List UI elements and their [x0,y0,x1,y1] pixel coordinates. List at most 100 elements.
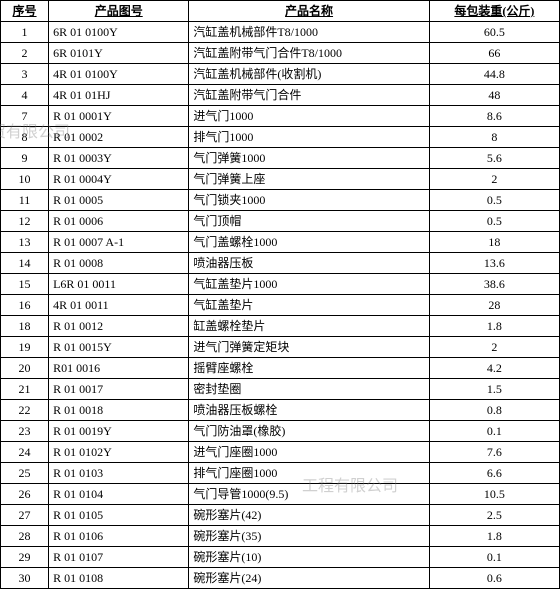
cell-name: 气门锁夹1000 [189,190,429,211]
cell-seq: 22 [1,400,49,421]
cell-name: 进气门座圈1000 [189,442,429,463]
cell-partno: R 01 0102Y [49,442,189,463]
cell-partno: 4R 01 01HJ [49,85,189,106]
table-row: 26R 01 0104气门导管1000(9.5)10.5 [1,484,560,505]
table-row: 12R 01 0006气门顶帽0.5 [1,211,560,232]
cell-seq: 18 [1,316,49,337]
cell-weight: 18 [429,232,559,253]
cell-seq: 19 [1,337,49,358]
cell-name: 气门防油罩(橡胶) [189,421,429,442]
cell-seq: 10 [1,169,49,190]
cell-weight: 0.5 [429,190,559,211]
table-row: 25R 01 0103排气门座圈10006.6 [1,463,560,484]
table-row: 24R 01 0102Y进气门座圈10007.6 [1,442,560,463]
cell-partno: R 01 0104 [49,484,189,505]
cell-seq: 11 [1,190,49,211]
cell-weight: 1.8 [429,526,559,547]
cell-partno: R01 0016 [49,358,189,379]
cell-partno: R 01 0005 [49,190,189,211]
cell-weight: 2 [429,169,559,190]
table-row: 27R 01 0105碗形塞片(42)2.5 [1,505,560,526]
cell-partno: L6R 01 0011 [49,274,189,295]
cell-weight: 0.1 [429,421,559,442]
cell-weight: 44.8 [429,64,559,85]
cell-partno: R 01 0018 [49,400,189,421]
cell-weight: 2 [429,337,559,358]
cell-name: 气门弹簧上座 [189,169,429,190]
table-row: 15L6R 01 0011气缸盖垫片100038.6 [1,274,560,295]
cell-name: 气门顶帽 [189,211,429,232]
cell-seq: 7 [1,106,49,127]
cell-name: 进气门弹簧定矩块 [189,337,429,358]
cell-seq: 13 [1,232,49,253]
table-row: 8R 01 0002排气门10008 [1,127,560,148]
table-row: 20R01 0016摇臂座螺栓4.2 [1,358,560,379]
cell-seq: 8 [1,127,49,148]
cell-seq: 12 [1,211,49,232]
cell-partno: R 01 0012 [49,316,189,337]
table-row: 164R 01 0011气缸盖垫片28 [1,295,560,316]
cell-partno: 6R 0101Y [49,43,189,64]
table-row: 9R 01 0003Y气门弹簧10005.6 [1,148,560,169]
cell-weight: 28 [429,295,559,316]
cell-name: 喷油器压板 [189,253,429,274]
cell-partno: 6R 01 0100Y [49,22,189,43]
table-row: 28R 01 0106碗形塞片(35)1.8 [1,526,560,547]
cell-partno: R 01 0008 [49,253,189,274]
cell-weight: 1.8 [429,316,559,337]
cell-weight: 2.5 [429,505,559,526]
cell-name: 进气门1000 [189,106,429,127]
cell-name: 缸盖螺栓垫片 [189,316,429,337]
table-row: 44R 01 01HJ汽缸盖附带气门合件48 [1,85,560,106]
table-row: 21R 01 0017密封垫圈1.5 [1,379,560,400]
cell-name: 排气门1000 [189,127,429,148]
cell-seq: 9 [1,148,49,169]
cell-seq: 21 [1,379,49,400]
cell-name: 碗形塞片(24) [189,568,429,589]
cell-seq: 14 [1,253,49,274]
cell-name: 摇臂座螺栓 [189,358,429,379]
cell-weight: 48 [429,85,559,106]
cell-seq: 28 [1,526,49,547]
cell-seq: 2 [1,43,49,64]
parts-table: 序号 产品图号 产品名称 每包装重(公斤) 16R 01 0100Y汽缸盖机械部… [0,0,560,589]
cell-partno: R 01 0007 A-1 [49,232,189,253]
cell-weight: 4.2 [429,358,559,379]
table-row: 23R 01 0019Y气门防油罩(橡胶)0.1 [1,421,560,442]
cell-weight: 60.5 [429,22,559,43]
cell-partno: R 01 0003Y [49,148,189,169]
cell-weight: 0.1 [429,547,559,568]
cell-name: 喷油器压板螺栓 [189,400,429,421]
header-partno: 产品图号 [49,1,189,22]
cell-partno: R 01 0015Y [49,337,189,358]
table-row: 26R 0101Y汽缸盖附带气门合件T8/100066 [1,43,560,64]
cell-weight: 38.6 [429,274,559,295]
table-body: 16R 01 0100Y汽缸盖机械部件T8/100060.526R 0101Y汽… [1,22,560,589]
cell-partno: R 01 0001Y [49,106,189,127]
table-row: 11R 01 0005气门锁夹10000.5 [1,190,560,211]
cell-weight: 13.6 [429,253,559,274]
cell-name: 排气门座圈1000 [189,463,429,484]
cell-weight: 1.5 [429,379,559,400]
table-row: 13R 01 0007 A-1气门盖螺栓100018 [1,232,560,253]
cell-name: 气门盖螺栓1000 [189,232,429,253]
cell-seq: 15 [1,274,49,295]
cell-name: 汽缸盖机械部件(收割机) [189,64,429,85]
cell-partno: 4R 01 0100Y [49,64,189,85]
cell-seq: 25 [1,463,49,484]
cell-weight: 8.6 [429,106,559,127]
table-row: 29R 01 0107碗形塞片(10)0.1 [1,547,560,568]
table-row: 7R 01 0001Y进气门10008.6 [1,106,560,127]
header-weight: 每包装重(公斤) [429,1,559,22]
table-row: 19R 01 0015Y进气门弹簧定矩块2 [1,337,560,358]
cell-seq: 23 [1,421,49,442]
cell-name: 气缸盖垫片 [189,295,429,316]
cell-weight: 5.6 [429,148,559,169]
cell-partno: R 01 0108 [49,568,189,589]
cell-partno: R 01 0002 [49,127,189,148]
cell-seq: 4 [1,85,49,106]
cell-partno: R 01 0106 [49,526,189,547]
table-row: 10R 01 0004Y气门弹簧上座2 [1,169,560,190]
cell-seq: 24 [1,442,49,463]
table-row: 34R 01 0100Y汽缸盖机械部件(收割机)44.8 [1,64,560,85]
